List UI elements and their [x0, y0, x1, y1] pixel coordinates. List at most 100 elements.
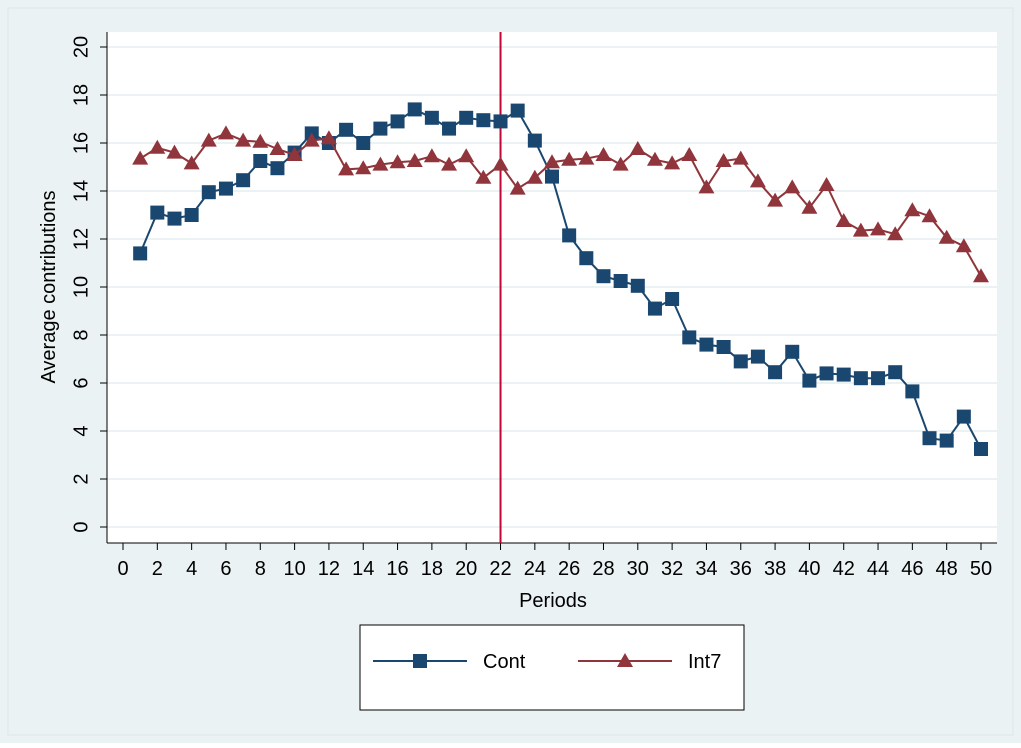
marker	[339, 122, 354, 137]
marker	[887, 226, 904, 241]
marker	[236, 173, 251, 188]
marker	[853, 371, 868, 386]
marker	[407, 102, 422, 117]
x-tick-label: 38	[764, 558, 786, 580]
marker	[252, 133, 269, 148]
x-tick-label: 4	[186, 558, 197, 580]
marker	[235, 132, 252, 147]
plot	[132, 32, 989, 543]
x-tick-label: 30	[627, 558, 649, 580]
x-tick-label: 26	[558, 558, 580, 580]
marker	[732, 150, 749, 165]
y-tick-label: 12	[70, 228, 92, 250]
marker	[716, 340, 731, 354]
y-tick-label: 18	[70, 84, 92, 106]
marker	[509, 180, 526, 195]
legend-label: Cont	[483, 651, 526, 673]
marker	[167, 211, 182, 226]
y-tick-label: 0	[70, 521, 92, 532]
marker	[459, 110, 474, 125]
marker	[871, 371, 886, 386]
marker	[527, 133, 542, 148]
marker	[749, 173, 766, 188]
marker	[183, 155, 200, 170]
marker	[413, 654, 427, 668]
x-tick-label: 32	[661, 558, 683, 580]
marker	[253, 154, 268, 168]
marker	[767, 192, 784, 207]
y-tick-label: 8	[70, 329, 92, 340]
marker	[646, 151, 663, 166]
marker	[476, 113, 491, 128]
marker	[303, 132, 320, 147]
marker	[629, 141, 646, 155]
x-tick-label: 22	[489, 558, 511, 580]
marker	[835, 213, 852, 227]
grid	[107, 46, 997, 528]
marker	[595, 147, 612, 161]
x-tick-label: 6	[220, 558, 231, 580]
marker	[956, 409, 971, 424]
marker	[750, 349, 765, 364]
marker	[699, 337, 714, 352]
marker	[904, 202, 921, 217]
marker	[269, 141, 286, 155]
marker	[768, 365, 783, 380]
marker	[630, 278, 645, 293]
marker	[492, 156, 509, 171]
marker	[579, 251, 594, 266]
marker	[389, 154, 406, 169]
marker	[562, 228, 577, 243]
x-tick-label: 50	[970, 558, 992, 580]
marker	[801, 199, 818, 214]
x-tick-label: 18	[421, 558, 443, 580]
marker	[356, 136, 371, 150]
marker	[132, 150, 149, 165]
marker	[561, 151, 578, 166]
x-tick-label: 46	[901, 558, 923, 580]
marker	[819, 366, 834, 381]
x-tick-label: 24	[524, 558, 546, 580]
marker	[217, 125, 234, 140]
marker	[955, 238, 972, 253]
marker	[475, 169, 492, 184]
marker	[785, 344, 800, 359]
marker	[596, 269, 611, 284]
marker	[406, 153, 423, 167]
marker	[647, 301, 662, 316]
y-tick-label: 10	[70, 276, 92, 298]
y-tick-label: 2	[70, 473, 92, 484]
marker	[578, 150, 595, 165]
x-tick-label: 34	[695, 558, 717, 580]
marker	[612, 156, 629, 171]
marker	[493, 114, 508, 129]
y-tick-label: 14	[70, 180, 92, 202]
marker	[150, 205, 165, 220]
marker	[818, 177, 835, 191]
marker	[973, 268, 989, 283]
marker	[617, 653, 633, 667]
marker	[870, 221, 887, 236]
x-tick-label: 36	[730, 558, 752, 580]
marker	[938, 229, 955, 244]
marker	[510, 103, 525, 118]
y-tick-label: 4	[70, 425, 92, 436]
marker	[355, 160, 372, 175]
x-tick-label: 44	[867, 558, 889, 580]
x-tick-label: 0	[117, 558, 128, 580]
x-tick-label: 42	[833, 558, 855, 580]
marker	[390, 114, 405, 129]
marker	[682, 330, 697, 345]
marker	[905, 384, 920, 399]
marker	[715, 153, 732, 167]
marker	[974, 442, 988, 456]
marker	[526, 169, 543, 184]
x-tick-label: 12	[318, 558, 340, 580]
y-axis-label: Average contributions	[38, 190, 60, 383]
x-tick-label: 48	[936, 558, 958, 580]
marker	[836, 367, 851, 382]
marker	[218, 181, 233, 196]
marker	[184, 208, 199, 222]
marker	[733, 354, 748, 369]
marker	[441, 156, 458, 171]
